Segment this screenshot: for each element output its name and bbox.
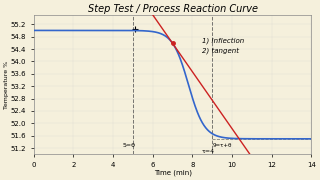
Text: 2) tangent: 2) tangent — [202, 47, 239, 54]
Text: 1) Inflection: 1) Inflection — [202, 38, 244, 44]
Text: 9=τ+θ: 9=τ+θ — [212, 143, 232, 148]
Y-axis label: Temperature %: Temperature % — [4, 60, 9, 109]
Title: Step Test / Process Reaction Curve: Step Test / Process Reaction Curve — [88, 4, 258, 14]
Text: τ=4: τ=4 — [202, 149, 215, 154]
Text: 5=θ: 5=θ — [123, 143, 135, 148]
X-axis label: Time (min): Time (min) — [154, 169, 192, 176]
